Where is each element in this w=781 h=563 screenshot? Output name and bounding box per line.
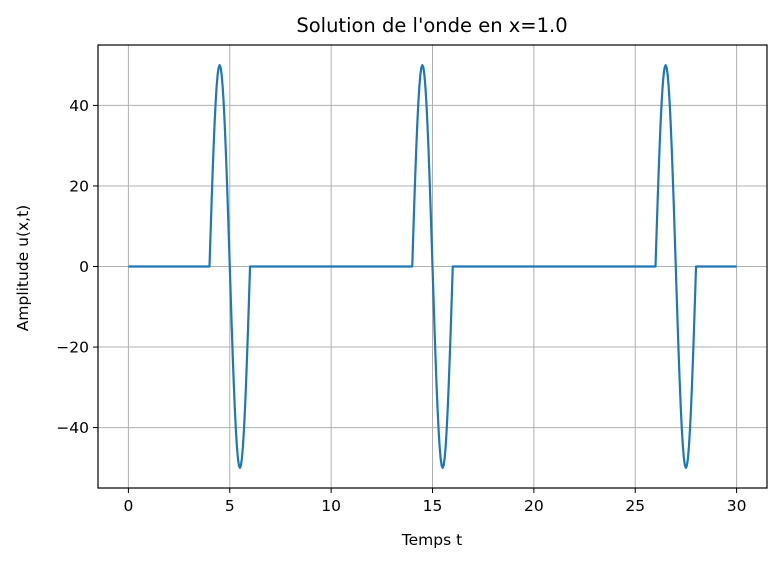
y-tick-label: −20 — [56, 339, 89, 357]
x-tick-label: 25 — [625, 497, 645, 515]
y-tick-label: 0 — [79, 258, 89, 276]
y-ticks: −40 −20 0 20 40 — [56, 97, 98, 437]
x-tick-label: 0 — [123, 497, 133, 515]
y-tick-label: 40 — [69, 97, 89, 115]
x-ticks: 0 5 10 15 20 25 30 — [123, 488, 746, 515]
x-tick-label: 30 — [727, 497, 747, 515]
x-axis-label: Temps t — [401, 531, 462, 549]
x-tick-label: 10 — [321, 497, 341, 515]
x-tick-label: 5 — [225, 497, 235, 515]
x-tick-label: 15 — [423, 497, 443, 515]
y-axis-label: Amplitude u(x,t) — [14, 205, 32, 331]
series-line — [128, 64, 737, 469]
x-tick-label: 20 — [524, 497, 544, 515]
chart-title: Solution de l'onde en x=1.0 — [296, 14, 567, 37]
y-tick-label: −40 — [56, 419, 89, 437]
y-tick-label: 20 — [69, 177, 89, 195]
